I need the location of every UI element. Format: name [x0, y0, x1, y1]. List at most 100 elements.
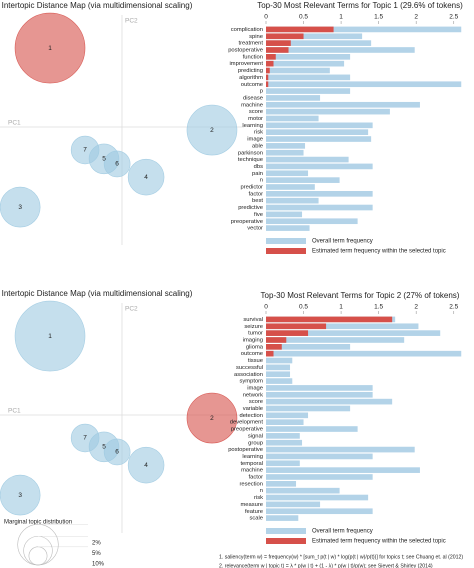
- term-label: n: [260, 488, 263, 494]
- term-bar: [266, 330, 441, 336]
- topic-label: 3: [18, 204, 22, 211]
- term-bar: [266, 101, 420, 108]
- term-label: symptom: [239, 379, 263, 385]
- y-axis-label: PC2: [125, 18, 138, 25]
- term-label: algorithm: [239, 75, 263, 81]
- term-label: postoperative: [228, 447, 263, 453]
- size-legend-circle: [28, 546, 48, 566]
- term-label: tumor: [248, 331, 263, 337]
- term-bar: [266, 330, 309, 336]
- map-title: Intertopic Distance Map (via multidimens…: [2, 289, 193, 298]
- term-bar: [266, 371, 291, 378]
- term-bar: [266, 143, 306, 149]
- x-tick-label: 1: [339, 304, 343, 311]
- topic-bubble: [14, 12, 86, 84]
- term-bar: [266, 108, 390, 115]
- topic-bubble: [127, 446, 165, 484]
- term-bar: [266, 323, 327, 330]
- term-bar: [266, 170, 309, 177]
- x-axis-label: PC1: [8, 120, 21, 127]
- x-tick-label: 1.5: [374, 14, 383, 21]
- x-axis-label: PC1: [8, 408, 21, 415]
- term-bar: [266, 211, 303, 218]
- term-bar: [266, 494, 369, 501]
- term-bar: [266, 474, 373, 480]
- topic-bubble: [103, 438, 131, 466]
- term-bar: [266, 136, 372, 142]
- term-label: motor: [248, 116, 263, 122]
- term-bar: [266, 26, 462, 33]
- term-label: learning: [242, 454, 263, 460]
- term-label: predictive: [238, 205, 263, 211]
- term-bar: [266, 26, 334, 33]
- term-label: spine: [249, 34, 263, 40]
- term-bar: [266, 33, 363, 40]
- term-bar: [266, 350, 462, 357]
- footnote: 2. relevance(term w | topic t) = λ * p(w…: [219, 563, 433, 568]
- legend-label: Overall term frequency: [312, 239, 373, 245]
- term-bar: [266, 515, 299, 521]
- term-label: outcome: [241, 351, 263, 357]
- term-bar: [266, 344, 351, 350]
- legend-swatch: [266, 248, 306, 254]
- term-bar: [266, 364, 291, 371]
- size-legend-title: Marginal topic distribution: [4, 520, 72, 526]
- term-bar: [266, 316, 393, 323]
- topic-label: 7: [83, 435, 87, 442]
- x-tick-label: 0: [264, 304, 268, 311]
- term-bar: [266, 508, 373, 515]
- bar-chart-title: Top-30 Most Relevant Terms for Topic 2 (…: [261, 291, 460, 300]
- term-bar: [266, 391, 373, 398]
- term-label: group: [248, 440, 263, 446]
- term-bar: [266, 204, 373, 211]
- term-bar: [266, 33, 304, 40]
- size-legend-label: 10%: [92, 562, 105, 568]
- topic-bubble: [0, 186, 41, 228]
- term-bar: [266, 385, 373, 391]
- term-bar: [266, 60, 345, 67]
- term-label: signal: [248, 433, 263, 439]
- legend-label: Estimated term frequency within the sele…: [312, 249, 446, 255]
- term-label: preoperative: [231, 427, 263, 433]
- term-bar: [266, 74, 351, 81]
- term-label: network: [243, 392, 263, 398]
- term-bar: [266, 433, 300, 439]
- term-label: glioma: [246, 344, 264, 350]
- x-tick-label: 2: [414, 304, 418, 311]
- topic-label: 4: [144, 462, 148, 469]
- term-label: risk: [254, 495, 263, 501]
- term-bar: [266, 225, 310, 231]
- term-bar: [266, 95, 321, 101]
- term-bar: [266, 426, 358, 432]
- term-label: variable: [243, 406, 263, 412]
- term-bar: [266, 439, 303, 446]
- topic-label: 1: [48, 45, 52, 52]
- term-label: n: [260, 178, 263, 184]
- term-bar: [266, 344, 282, 350]
- term-label: seizure: [244, 324, 263, 330]
- term-bar: [266, 337, 405, 343]
- term-bar: [266, 115, 319, 122]
- term-bar: [266, 398, 393, 405]
- term-bar: [266, 67, 330, 74]
- term-label: scale: [249, 516, 263, 522]
- term-bar: [266, 501, 321, 508]
- term-label: postoperative: [228, 48, 263, 54]
- x-tick-label: 0.5: [299, 304, 308, 311]
- x-tick-label: 2.5: [449, 14, 458, 21]
- legend-label: Estimated term frequency within the sele…: [312, 539, 446, 545]
- term-bar: [266, 197, 319, 204]
- term-label: predictor: [240, 185, 263, 191]
- term-label: technique: [238, 157, 263, 163]
- map-title: Intertopic Distance Map (via multidimens…: [2, 1, 193, 10]
- topic-label: 1: [48, 333, 52, 340]
- term-label: machine: [241, 468, 263, 474]
- legend-swatch: [266, 238, 306, 244]
- bar-chart-title: Top-30 Most Relevant Terms for Topic 1 (…: [257, 1, 463, 10]
- term-bar: [266, 129, 369, 135]
- topic-bubble: [186, 104, 238, 156]
- term-bar: [266, 40, 291, 46]
- term-bar: [266, 191, 373, 197]
- term-bar: [266, 481, 297, 487]
